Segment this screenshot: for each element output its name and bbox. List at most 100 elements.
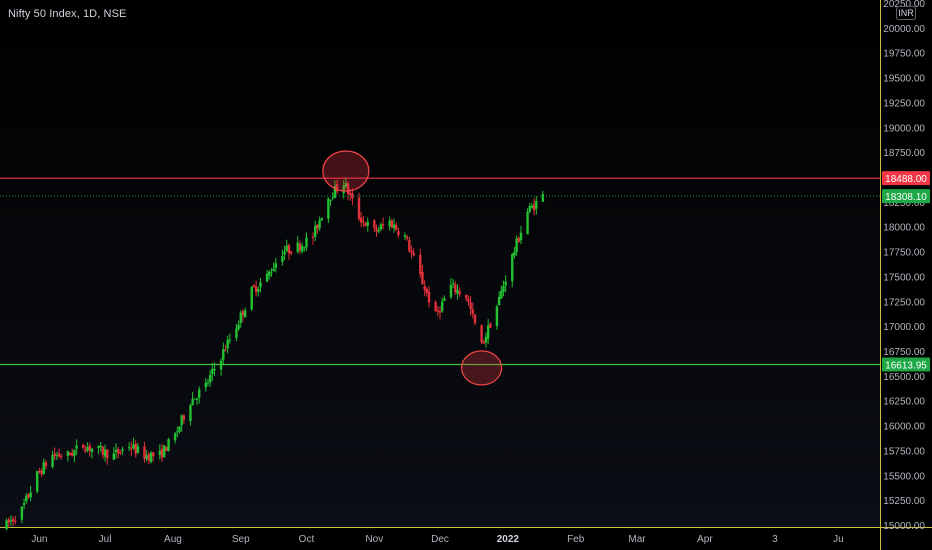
support-price-label: 16613.95 [885, 361, 927, 372]
candle-body [373, 220, 376, 229]
candle-body [467, 298, 470, 302]
candle-body [198, 389, 201, 398]
candle-body [327, 198, 330, 219]
candle-body [497, 296, 501, 306]
y-tick-label: 19500.00 [883, 74, 925, 85]
candle-body [335, 184, 339, 192]
candle-body [9, 520, 13, 522]
candle-body [454, 284, 457, 293]
x-tick-label: Mar [628, 534, 646, 545]
candle-body [438, 311, 442, 313]
candle-body [68, 452, 72, 456]
candle-body [349, 192, 352, 195]
candle-body [532, 204, 536, 211]
last-price-label-bg [882, 189, 930, 204]
candle-body [377, 230, 380, 232]
candle-body [469, 302, 472, 310]
candle-body [395, 224, 398, 230]
candle-body [195, 398, 199, 400]
candle-body [44, 462, 48, 467]
candle-body [57, 453, 61, 457]
candle-body [333, 186, 337, 198]
candle-body [528, 206, 531, 212]
candle-body [296, 242, 299, 252]
candle-body [71, 453, 74, 456]
x-tick-label: Feb [567, 534, 585, 545]
last-price-label: 18308.10 [885, 192, 927, 203]
candle-body [423, 285, 426, 290]
candle-body [191, 398, 194, 406]
annotation-circle [322, 150, 370, 192]
candle-body [243, 310, 247, 318]
candle-body [114, 450, 118, 452]
candle-body [471, 309, 475, 314]
candle-body [329, 199, 332, 201]
candle-body [7, 519, 10, 523]
candle-body [434, 302, 437, 312]
candle-body [436, 310, 440, 312]
candle-body [530, 205, 534, 208]
y-tick-label: 17000.00 [883, 322, 925, 333]
y-tick-label: 17750.00 [883, 248, 925, 259]
candle-body [427, 291, 431, 303]
candle-body [316, 224, 319, 229]
candle-body [526, 212, 529, 235]
candle-body [132, 444, 135, 449]
candle-body [379, 224, 383, 230]
y-tick-label: 15000.00 [883, 521, 925, 532]
candle-body [53, 453, 56, 456]
candle-body [5, 520, 8, 529]
candle-body [482, 341, 485, 344]
candle-body [511, 254, 514, 282]
candle-body [237, 324, 240, 330]
candle-body [357, 197, 361, 220]
candle-body [366, 221, 369, 226]
candle-body [484, 336, 488, 343]
y-tick-label: 19250.00 [883, 98, 925, 109]
candle-body [495, 306, 499, 327]
candle-body [259, 282, 262, 288]
candle-body [178, 426, 181, 432]
candle-body [176, 431, 179, 433]
y-tick-label: 18750.00 [883, 148, 925, 159]
candle-body [136, 446, 140, 453]
candle-body [364, 223, 367, 227]
candle-body [541, 194, 545, 202]
candle-body [239, 312, 242, 324]
y-tick-label: 19000.00 [883, 123, 925, 134]
candle-body [342, 185, 345, 194]
candle-body [235, 328, 238, 339]
candle-body [381, 223, 385, 226]
support-price-label-bg [882, 357, 930, 372]
candle-body [241, 311, 245, 316]
candle-body [257, 289, 260, 292]
candle-body [60, 456, 63, 458]
candle-body [504, 281, 507, 286]
candle-body [182, 415, 186, 420]
candle-body [318, 220, 321, 229]
candle-body [412, 252, 415, 256]
candle-body [97, 445, 100, 448]
candle-body [397, 231, 400, 236]
candle-body [388, 220, 391, 227]
candle-body [287, 244, 291, 254]
candle-body [250, 286, 253, 310]
candle-body [162, 445, 166, 457]
currency-badge[interactable]: INR [896, 6, 916, 20]
candle-body [149, 452, 153, 462]
y-tick-label: 16500.00 [883, 372, 925, 383]
candle-body [81, 444, 85, 448]
candle-body [145, 455, 148, 459]
x-tick-label: Sep [232, 534, 250, 545]
y-tick-label: 20250.00 [883, 0, 925, 10]
candle-body [147, 454, 151, 461]
candle-body [51, 455, 54, 467]
y-tick-label: 15750.00 [883, 446, 925, 457]
candle-body [443, 298, 446, 301]
candle-body [38, 470, 41, 473]
candle-body [213, 368, 216, 370]
candle-body [489, 323, 492, 328]
y-tick-label: 16000.00 [883, 422, 925, 433]
symbol-title: Nifty 50 Index, 1D, NSE [8, 8, 127, 20]
